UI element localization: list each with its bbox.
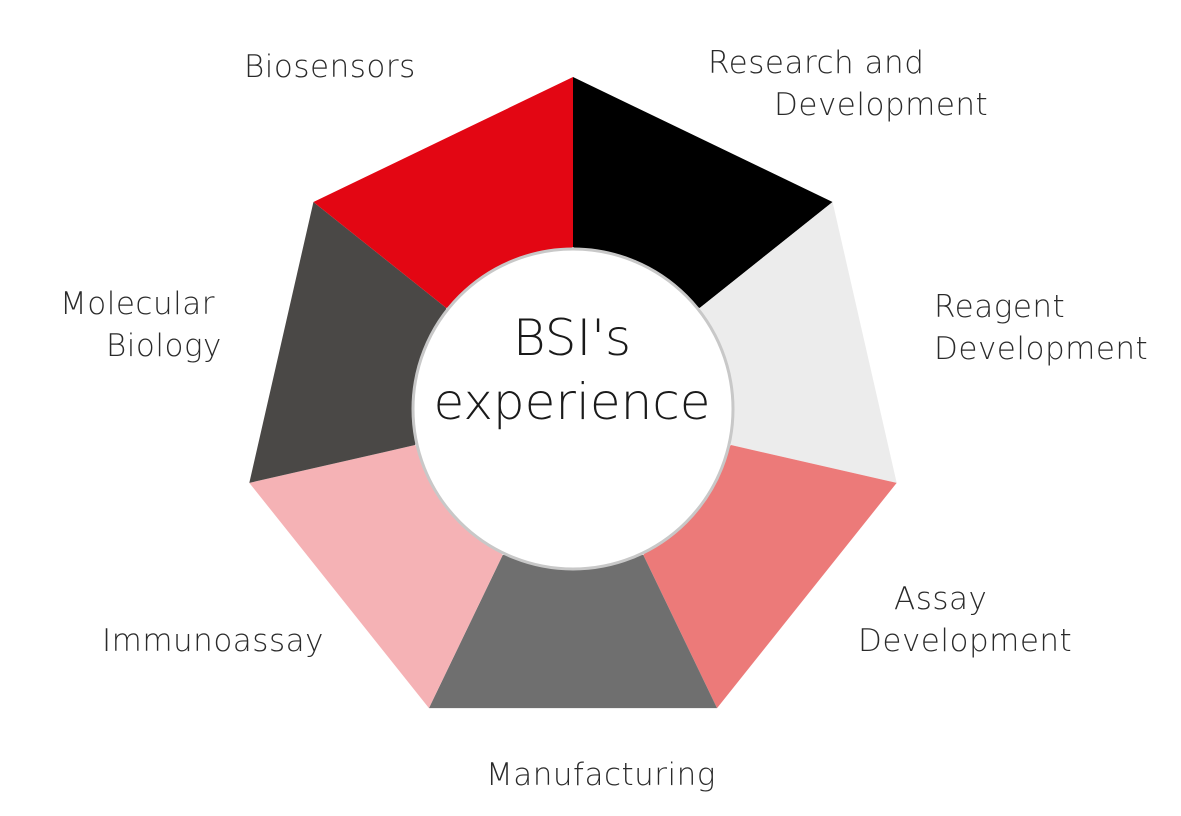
segment-rnd — [573, 77, 833, 308]
label-line: Development — [934, 331, 1149, 367]
segment-molecular — [249, 202, 447, 483]
center-title: BSI's experience — [412, 306, 732, 434]
segment-reagent — [699, 202, 897, 483]
label-line: Molecular — [60, 286, 215, 322]
label-manufacturing: Manufacturing — [486, 754, 716, 796]
label-line: Immunoassay — [102, 623, 324, 659]
label-line: Development — [858, 623, 1073, 659]
label-line: Manufacturing — [486, 757, 716, 793]
center-title-line1: BSI's — [512, 309, 632, 367]
segment-immunoassay — [249, 445, 503, 709]
center-title-line2: experience — [433, 373, 711, 431]
segment-manufacturing — [428, 554, 718, 709]
segment-assay — [643, 445, 897, 709]
label-molecular-biology: Molecular Biology — [60, 283, 222, 367]
label-line: Biosensors — [244, 49, 416, 85]
label-reagent-development: Reagent Development — [934, 286, 1148, 370]
label-line: Assay — [894, 581, 988, 617]
label-biosensors: Biosensors — [244, 46, 416, 88]
label-research-and-development: Research and Development — [708, 42, 988, 126]
center-circle — [411, 247, 735, 571]
label-line: Research and — [708, 45, 925, 81]
label-line: Development — [774, 87, 989, 123]
label-line: Reagent — [934, 289, 1066, 325]
segment-biosensors — [313, 77, 573, 308]
label-immunoassay: Immunoassay — [102, 620, 324, 662]
label-line: Biology — [106, 328, 222, 364]
label-assay-development: Assay Development — [858, 578, 1072, 662]
